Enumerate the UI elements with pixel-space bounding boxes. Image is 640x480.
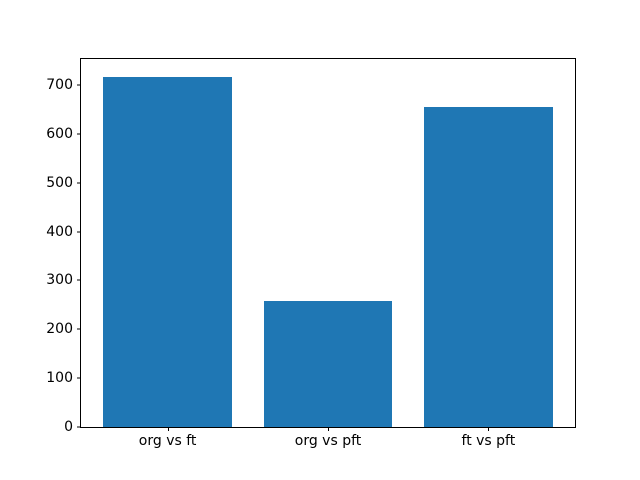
- y-tick-label: 300: [46, 272, 73, 289]
- y-tick-mark: [77, 231, 81, 233]
- x-tick-mark: [167, 427, 169, 431]
- y-tick-mark: [77, 84, 81, 86]
- y-tick-label: 100: [46, 370, 73, 387]
- y-tick-mark: [77, 279, 81, 281]
- y-tick-mark: [77, 182, 81, 184]
- x-tick-label: ft vs pft: [461, 433, 516, 449]
- x-tick-mark: [488, 427, 490, 431]
- x-tick-label: org vs ft: [138, 433, 197, 449]
- y-tick-label: 600: [46, 125, 73, 142]
- y-tick-mark: [77, 377, 81, 379]
- plot-area: org vs ft org vs pft ft vs pft 0 100 200 300 40…: [46, 58, 576, 448]
- bar-org-vs-pft: [263, 301, 393, 427]
- y-tick-label: 400: [46, 223, 73, 240]
- y-tick-mark: [77, 133, 81, 135]
- bar-ft-vs-pft: [424, 106, 553, 427]
- x-tick-mark: [328, 427, 329, 431]
- y-tick-label: 0: [64, 419, 73, 435]
- y-tick-mark: [77, 426, 81, 428]
- y-tick-label: 200: [46, 321, 73, 338]
- y-tick-label: 500: [46, 174, 73, 191]
- y-tick-mark: [77, 328, 81, 330]
- bar-org-vs-ft: [103, 76, 232, 427]
- x-tick-label: org vs pft: [294, 433, 362, 449]
- y-tick-label: 700: [46, 76, 73, 93]
